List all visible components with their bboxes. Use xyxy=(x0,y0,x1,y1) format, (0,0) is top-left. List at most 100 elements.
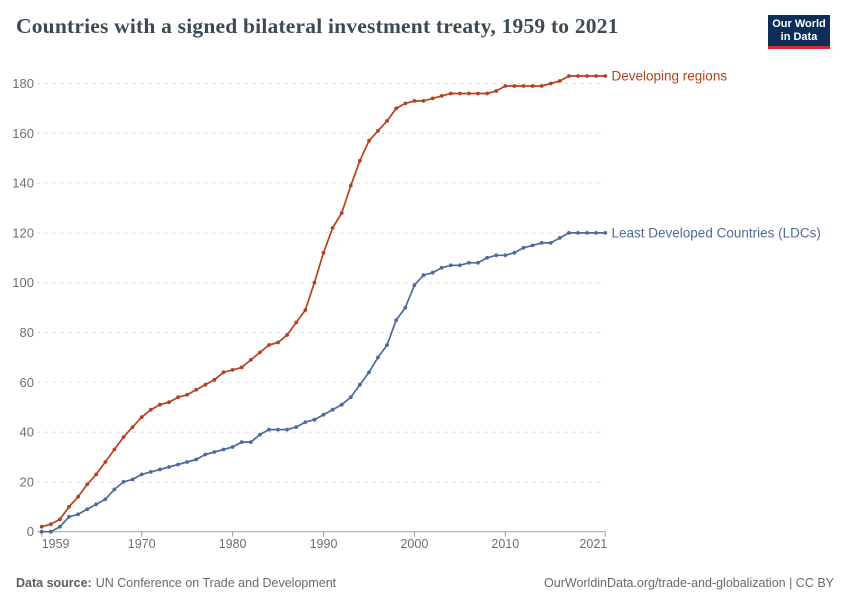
series-point xyxy=(67,514,71,519)
series-point xyxy=(594,74,599,78)
series-point xyxy=(358,158,362,163)
series-point xyxy=(176,462,181,467)
series-point xyxy=(48,522,53,527)
series-point xyxy=(376,355,380,360)
series-point xyxy=(258,350,262,355)
series-point xyxy=(176,395,181,400)
x-tick-label-1959: 1959 xyxy=(42,537,70,551)
x-tick-label-1990: 1990 xyxy=(310,537,338,551)
series-point xyxy=(103,460,108,464)
series-point xyxy=(121,480,126,484)
series-point xyxy=(303,308,308,312)
series-point xyxy=(458,263,462,268)
series-point xyxy=(403,305,408,310)
series-point xyxy=(203,382,208,387)
series-point xyxy=(394,106,399,111)
y-tick-label-140: 140 xyxy=(12,176,34,191)
series-point xyxy=(267,343,271,347)
chart-footer: Data source: UN Conference on Trade and D… xyxy=(0,566,850,600)
series-point xyxy=(303,420,308,424)
series-point xyxy=(148,470,153,474)
series-point xyxy=(367,138,371,143)
series-point xyxy=(167,465,171,469)
series-point xyxy=(258,432,262,437)
series-point xyxy=(158,467,162,472)
series-point xyxy=(603,231,608,235)
series-point xyxy=(339,211,344,215)
y-tick-label-180: 180 xyxy=(12,76,34,91)
series-point xyxy=(294,425,299,429)
series-point xyxy=(448,91,453,96)
series-point xyxy=(158,402,162,407)
series-line-developing-regions[interactable] xyxy=(40,75,607,528)
series-point xyxy=(321,250,326,255)
series-point xyxy=(48,529,53,534)
footer-link[interactable]: OurWorldinData.org/trade-and-globalizati… xyxy=(544,576,834,590)
series-point xyxy=(548,81,553,86)
x-tick-label-2010: 2010 xyxy=(491,537,519,551)
series-point xyxy=(76,494,80,499)
series-point xyxy=(348,183,353,188)
series-point xyxy=(239,365,244,370)
series-point xyxy=(494,89,499,93)
series-point xyxy=(348,395,353,400)
series-point xyxy=(239,440,244,444)
series-point xyxy=(267,427,271,432)
series-point xyxy=(412,283,417,288)
series-point xyxy=(385,119,389,123)
series-point xyxy=(203,452,208,457)
series-end-label-ldcs[interactable]: Least Developed Countries (LDCs) xyxy=(612,225,821,240)
y-tick-label-0: 0 xyxy=(27,524,34,539)
y-tick-label-20: 20 xyxy=(20,474,34,489)
series-point xyxy=(85,482,90,487)
series-point xyxy=(194,457,199,462)
x-tick-label-2021: 2021 xyxy=(579,537,607,551)
owid-logo-line2: in Data xyxy=(780,30,818,43)
series-point xyxy=(103,497,108,502)
y-tick-label-80: 80 xyxy=(20,325,34,340)
series-point xyxy=(67,504,71,509)
series-point xyxy=(330,407,335,412)
series-point xyxy=(539,241,544,245)
series-point xyxy=(485,91,489,96)
series-point xyxy=(494,253,499,258)
series-point xyxy=(430,96,435,101)
series-point xyxy=(385,343,389,347)
series-point xyxy=(148,407,153,412)
series-point xyxy=(139,472,144,477)
series-end-label-developing-regions[interactable]: Developing regions xyxy=(612,69,728,84)
series-point xyxy=(221,447,226,452)
series-point xyxy=(248,440,253,444)
series-point xyxy=(394,318,399,322)
series-point xyxy=(39,529,44,534)
series-point xyxy=(339,402,344,407)
series-point xyxy=(576,231,580,235)
series-point xyxy=(130,425,135,429)
x-tick-label-1980: 1980 xyxy=(219,537,247,551)
series-point xyxy=(112,447,117,452)
series-point xyxy=(230,368,235,372)
series-point xyxy=(321,412,326,417)
series-point xyxy=(358,382,362,387)
series-point xyxy=(39,524,44,529)
series-point xyxy=(212,450,217,454)
data-source-label: Data source: xyxy=(16,576,92,590)
owid-logo[interactable]: Our World in Data xyxy=(768,15,830,49)
series-point xyxy=(312,417,317,422)
data-source-text: UN Conference on Trade and Development xyxy=(95,576,337,590)
series-point xyxy=(276,427,280,432)
series-point xyxy=(503,253,508,258)
series-point xyxy=(512,250,517,255)
series-point xyxy=(76,512,80,517)
series-point xyxy=(467,260,471,265)
series-point xyxy=(367,370,371,375)
series-point xyxy=(603,74,608,78)
series-point xyxy=(112,487,117,492)
series-point xyxy=(567,74,571,78)
series-point xyxy=(167,400,171,405)
series-point xyxy=(467,91,471,96)
series-point xyxy=(58,524,62,529)
series-point xyxy=(185,460,190,464)
owid-logo-line1: Our World xyxy=(772,17,826,30)
series-point xyxy=(485,255,489,260)
